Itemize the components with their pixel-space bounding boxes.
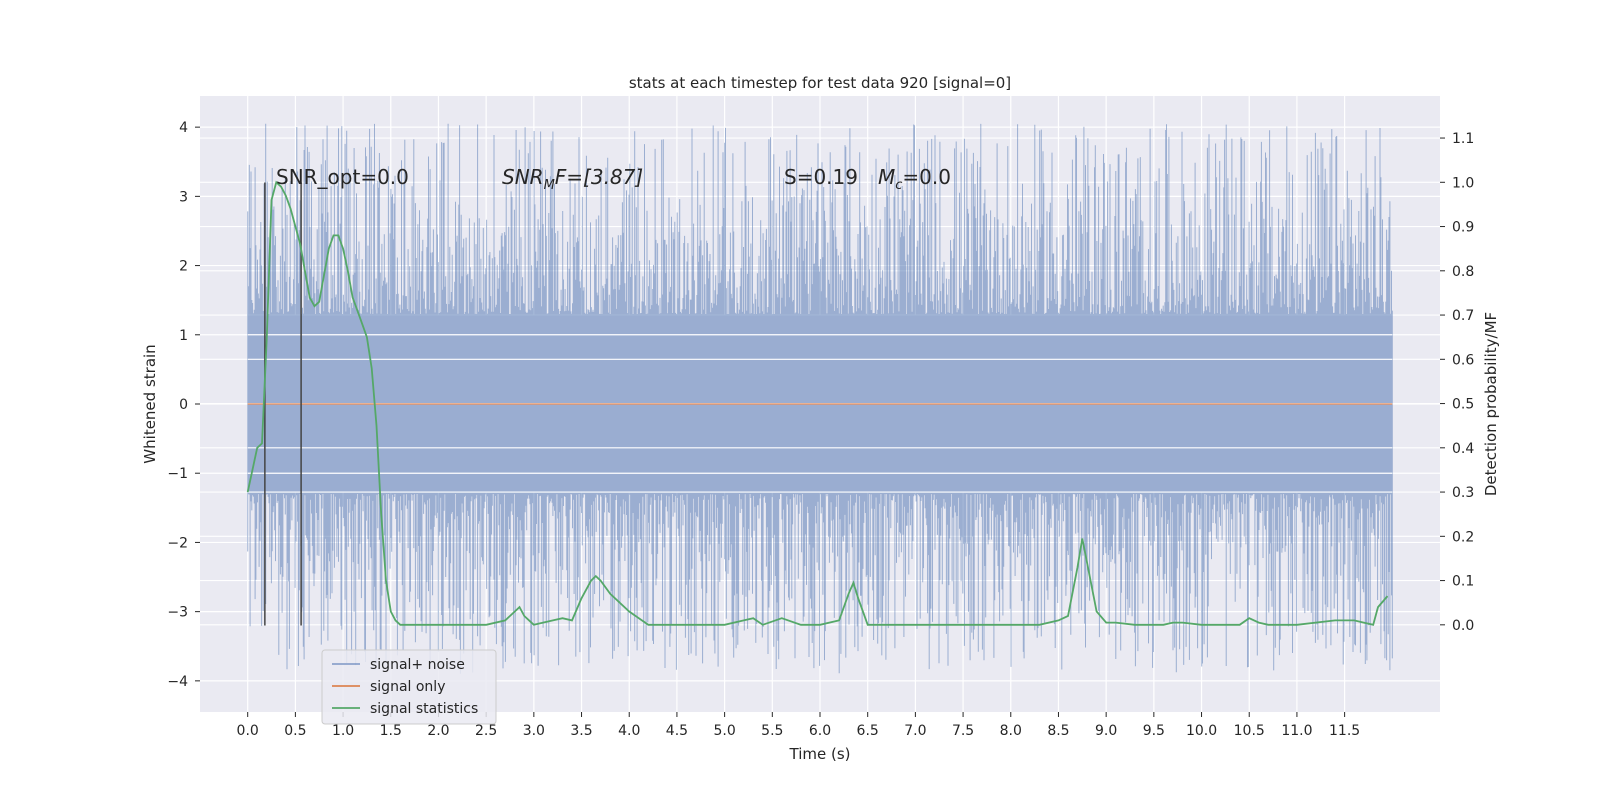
x-tick-label: 0.5	[284, 723, 306, 739]
mc-prefix: M	[878, 165, 895, 189]
x-tick-label: 9.5	[1143, 723, 1165, 739]
y-right-tick-label: 1.0	[1452, 175, 1474, 191]
x-axis-label: Time (s)	[789, 745, 851, 763]
y-left-axis-label: Whitened strain	[141, 344, 159, 463]
x-tick-label: 9.0	[1095, 723, 1117, 739]
y-right-tick-label: 0.2	[1452, 529, 1474, 545]
x-tick-label: 5.0	[713, 723, 735, 739]
y-right-tick-label: 0.1	[1452, 574, 1474, 590]
vertical-markers	[264, 182, 302, 626]
x-tick-label: 1.5	[380, 723, 402, 739]
x-tick-label: 4.5	[666, 723, 688, 739]
x-tick-label: 5.5	[761, 723, 783, 739]
x-tick-label: 11.0	[1281, 723, 1312, 739]
x-tick-label: 3.0	[523, 723, 545, 739]
snr-mf-subscript: M	[544, 178, 555, 193]
x-tick-label: 3.5	[570, 723, 592, 739]
y-left-tick-label: −3	[167, 605, 188, 621]
legend-label-signal-only: signal only	[370, 679, 445, 695]
legend-box	[321, 649, 497, 725]
x-tick-label: 10.0	[1186, 723, 1217, 739]
y-right-tick-label: 0.0	[1452, 618, 1474, 634]
y-left-tick-label: 4	[179, 120, 188, 136]
x-tick-label: 7.0	[904, 723, 926, 739]
x-tick-label: 6.0	[809, 723, 831, 739]
y-left-tick-label: 2	[179, 259, 188, 275]
x-tick-label: 2.0	[427, 723, 449, 739]
y-right-tick-label: 0.9	[1452, 220, 1474, 236]
legend-label-signal-statistics: signal statistics	[370, 701, 478, 717]
x-tick-label: 8.5	[1047, 723, 1069, 739]
y-left-tick-label: −2	[167, 535, 188, 551]
y-left-tick-label: 3	[179, 189, 188, 205]
x-tick-label: 10.5	[1234, 723, 1265, 739]
legend: signal+ noise signal only signal statist…	[321, 649, 497, 725]
x-tick-label: 11.5	[1329, 723, 1360, 739]
x-tick-label: 2.5	[475, 723, 497, 739]
y-left-tick-label: 0	[179, 397, 188, 413]
mc-subscript: c	[895, 178, 902, 193]
y-right-tick-label: 1.1	[1452, 131, 1474, 147]
legend-label-signal-noise: signal+ noise	[370, 657, 465, 673]
y-left-tick-label: −1	[167, 466, 188, 482]
x-tick-label: 8.0	[1000, 723, 1022, 739]
x-tick-label: 4.0	[618, 723, 640, 739]
y-right-tick-label: 0.5	[1452, 397, 1474, 413]
y-right-tick-label: 0.6	[1452, 352, 1474, 368]
x-axis-ticks: 0.0 0.5 1.0 1.5 2.0 2.5 3.0 3.5 4.0 4.5 5.0 5.5 6.0 6…	[237, 712, 1360, 739]
mc-suffix: =0.0	[902, 165, 951, 189]
x-tick-label: 7.5	[952, 723, 974, 739]
chart-title: stats at each timestep for test data 920…	[629, 74, 1011, 92]
s-annotation: S=0.19	[784, 165, 858, 189]
y-left-axis-ticks: 4 3 2 1 0 −1 −2 −3 −4	[167, 120, 200, 690]
y-right-tick-label: 0.7	[1452, 308, 1474, 324]
y-right-tick-label: 0.4	[1452, 441, 1474, 457]
y-left-tick-label: −4	[167, 674, 188, 690]
x-tick-label: 0.0	[237, 723, 259, 739]
x-tick-label: 1.0	[332, 723, 354, 739]
y-right-axis-ticks: 1.1 1.0 0.9 0.8 0.7 0.6 0.5 0.4 0.3 0.2 0.1 0.0	[1440, 131, 1474, 634]
snr-mf-suffix: F=[3.87]	[555, 165, 643, 189]
snr-opt-annotation: SNR_opt=0.0	[276, 165, 409, 189]
y-right-tick-label: 0.3	[1452, 485, 1474, 501]
y-left-tick-label: 1	[179, 328, 188, 344]
x-tick-label: 6.5	[857, 723, 879, 739]
snr-mf-annotation: SNRMF=[3.87]	[502, 165, 643, 193]
mc-annotation: Mc=0.0	[878, 165, 951, 193]
y-right-tick-label: 0.8	[1452, 264, 1474, 280]
y-right-axis-label: Detection probability/MF	[1482, 312, 1500, 496]
snr-mf-prefix: SNR	[502, 165, 544, 189]
signal-statistics-line	[246, 180, 1389, 626]
